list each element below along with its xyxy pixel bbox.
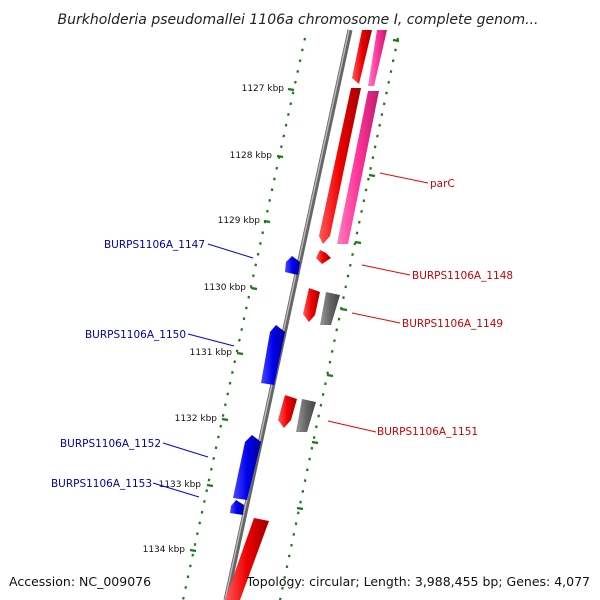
tick-label: 1128 kbp [230,151,273,161]
gene-1149-pseudo-block[interactable] [320,292,340,325]
tick-label: 1127 kbp [242,84,285,94]
gene-label-parc[interactable]: parC [430,178,455,190]
tick-mark [250,286,258,291]
gene-label-1148[interactable]: BURPS1106A_1148 [412,270,513,282]
tick-mark [206,483,214,488]
genome-summary-text: Topology: circular; Length: 3,988,455 bp… [246,574,590,589]
gene-1149-leader-line [351,312,401,324]
map-title: Burkholderia pseudomallei 1106a chromoso… [57,12,538,28]
tick-mark [392,38,400,43]
tick-marks [189,38,400,553]
gene-label-1151[interactable]: BURPS1106A_1151 [377,426,478,438]
accession-text: Accession: NC_009076 [9,574,151,589]
gene-1153-arrow[interactable] [230,500,244,515]
tick-mark [236,351,244,356]
tick-label: 1130 kbp [204,283,247,293]
tick-mark [340,307,348,312]
tick-label: 1134 kbp [143,545,186,555]
tick-mark [263,219,271,224]
outer-left-dot-track [181,37,307,600]
gene-1151-arrow[interactable] [278,395,297,428]
chromosome-backbone [223,29,353,600]
tick-mark [287,87,295,92]
gene-1150-leader-line [187,333,235,347]
gene-label-1149[interactable]: BURPS1106A_1149 [402,318,503,330]
tick-mark [326,373,334,378]
tick-label: 1129 kbp [218,216,261,226]
gene-1151-pseudo-block[interactable] [296,399,316,432]
tick-label: 1133 kbp [159,480,202,490]
gene-1147-leader-line [207,243,254,259]
chromosome-backbone-highlight [224,29,350,600]
parc-gene-arrow[interactable] [319,88,361,244]
gene-1152-leader-line [162,442,209,458]
gene-1150-arrow[interactable] [261,325,285,385]
parc-cds-arrow[interactable] [337,91,379,244]
gene-1152-arrow[interactable] [233,435,261,500]
outer-right-dot-track [278,37,400,600]
gene-1148-arrow[interactable] [316,250,331,264]
gene-label-1150[interactable]: BURPS1106A_1150 [85,329,186,341]
tick-mark [311,440,319,445]
gene-1151-leader-line [327,420,377,433]
tick-mark [276,154,284,159]
gene-1153-leader-line [152,482,200,498]
cds-arrow[interactable] [368,30,387,86]
forward-gene-arrow-bottom[interactable] [225,518,269,600]
tick-mark [296,506,304,511]
gene-label-1153[interactable]: BURPS1106A_1153 [51,478,152,490]
tick-label: 1131 kbp [190,348,233,358]
tick-mark [221,417,229,422]
gene-1149-arrow[interactable] [303,288,320,322]
gene-label-1147[interactable]: BURPS1106A_1147 [104,239,205,251]
tick-mark [189,548,197,553]
tick-label: 1132 kbp [175,414,218,424]
gene-1148-leader-line [361,264,411,276]
forward-gene-arrow[interactable] [352,30,372,84]
gene-label-1152[interactable]: BURPS1106A_1152 [60,438,161,450]
gene-1147-arrow[interactable] [285,256,300,275]
parc-leader-line [379,172,429,184]
tick-mark [368,173,376,178]
tick-mark [354,240,362,245]
